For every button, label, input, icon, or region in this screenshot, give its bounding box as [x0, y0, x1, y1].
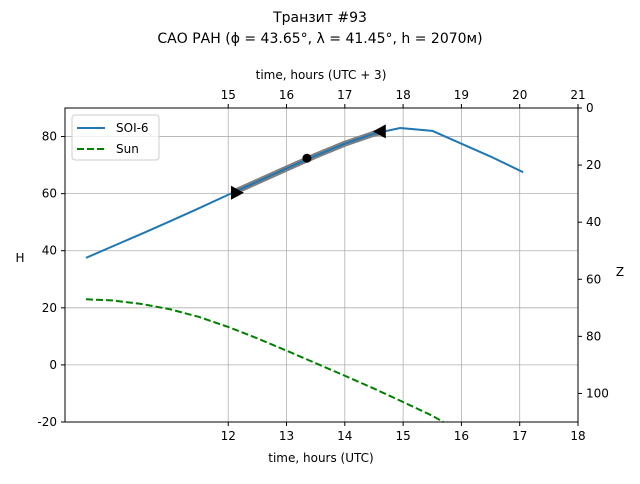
legend-label-sun: Sun: [116, 142, 139, 156]
legend-label-soi-6: SOI-6: [116, 121, 149, 135]
series-line-soi-6: [85, 126, 524, 259]
y-axis-label: H: [15, 251, 24, 265]
x-tick-label: 14: [337, 429, 352, 443]
y-tick-label: 60: [42, 187, 57, 201]
x-top-tick-label: 16: [279, 88, 294, 102]
y-right-tick-label: 20: [586, 158, 601, 172]
marker-start: [230, 185, 244, 200]
x-top-tick-label: 17: [337, 88, 352, 102]
y-right-tick-label: 60: [586, 272, 601, 286]
y-right-tick-label: 40: [586, 215, 601, 229]
x-top-tick-label: 21: [570, 88, 585, 102]
y-right-tick-label: 0: [586, 101, 594, 115]
y-tick-label: -20: [37, 415, 57, 429]
x-tick-label: 18: [570, 429, 585, 443]
x-top-tick-label: 19: [454, 88, 469, 102]
y-right-tick-label: 100: [586, 386, 609, 400]
x-tick-label: 17: [512, 429, 527, 443]
y-tick-label: 0: [49, 358, 57, 372]
x-axis-label: time, hours (UTC): [268, 451, 373, 465]
axes-frame: [64, 107, 579, 423]
x-top-tick-label: 20: [512, 88, 527, 102]
chart-title-line1: Транзит #93: [272, 10, 367, 26]
x-tick-label: 12: [221, 429, 236, 443]
x-top-axis-label: time, hours (UTC + 3): [256, 68, 387, 82]
y-right-axis-label: Z: [616, 265, 624, 279]
y-tick-label: 20: [42, 301, 57, 315]
y-tick-label: 80: [42, 130, 57, 144]
x-tick-label: 16: [454, 429, 469, 443]
x-tick-label: 13: [279, 429, 294, 443]
chart-title-line2: САО РАН (ϕ = 43.65°, λ = 41.45°, h = 207…: [157, 31, 482, 47]
marker-end: [372, 124, 386, 139]
x-top-tick-label: 18: [395, 88, 410, 102]
x-tick-label: 15: [395, 429, 410, 443]
x-top-tick-label: 15: [221, 88, 236, 102]
series-line-sun: [85, 298, 444, 423]
y-tick-label: 40: [42, 244, 57, 258]
marker-middle: [302, 153, 312, 163]
y-right-tick-label: 80: [586, 329, 601, 343]
